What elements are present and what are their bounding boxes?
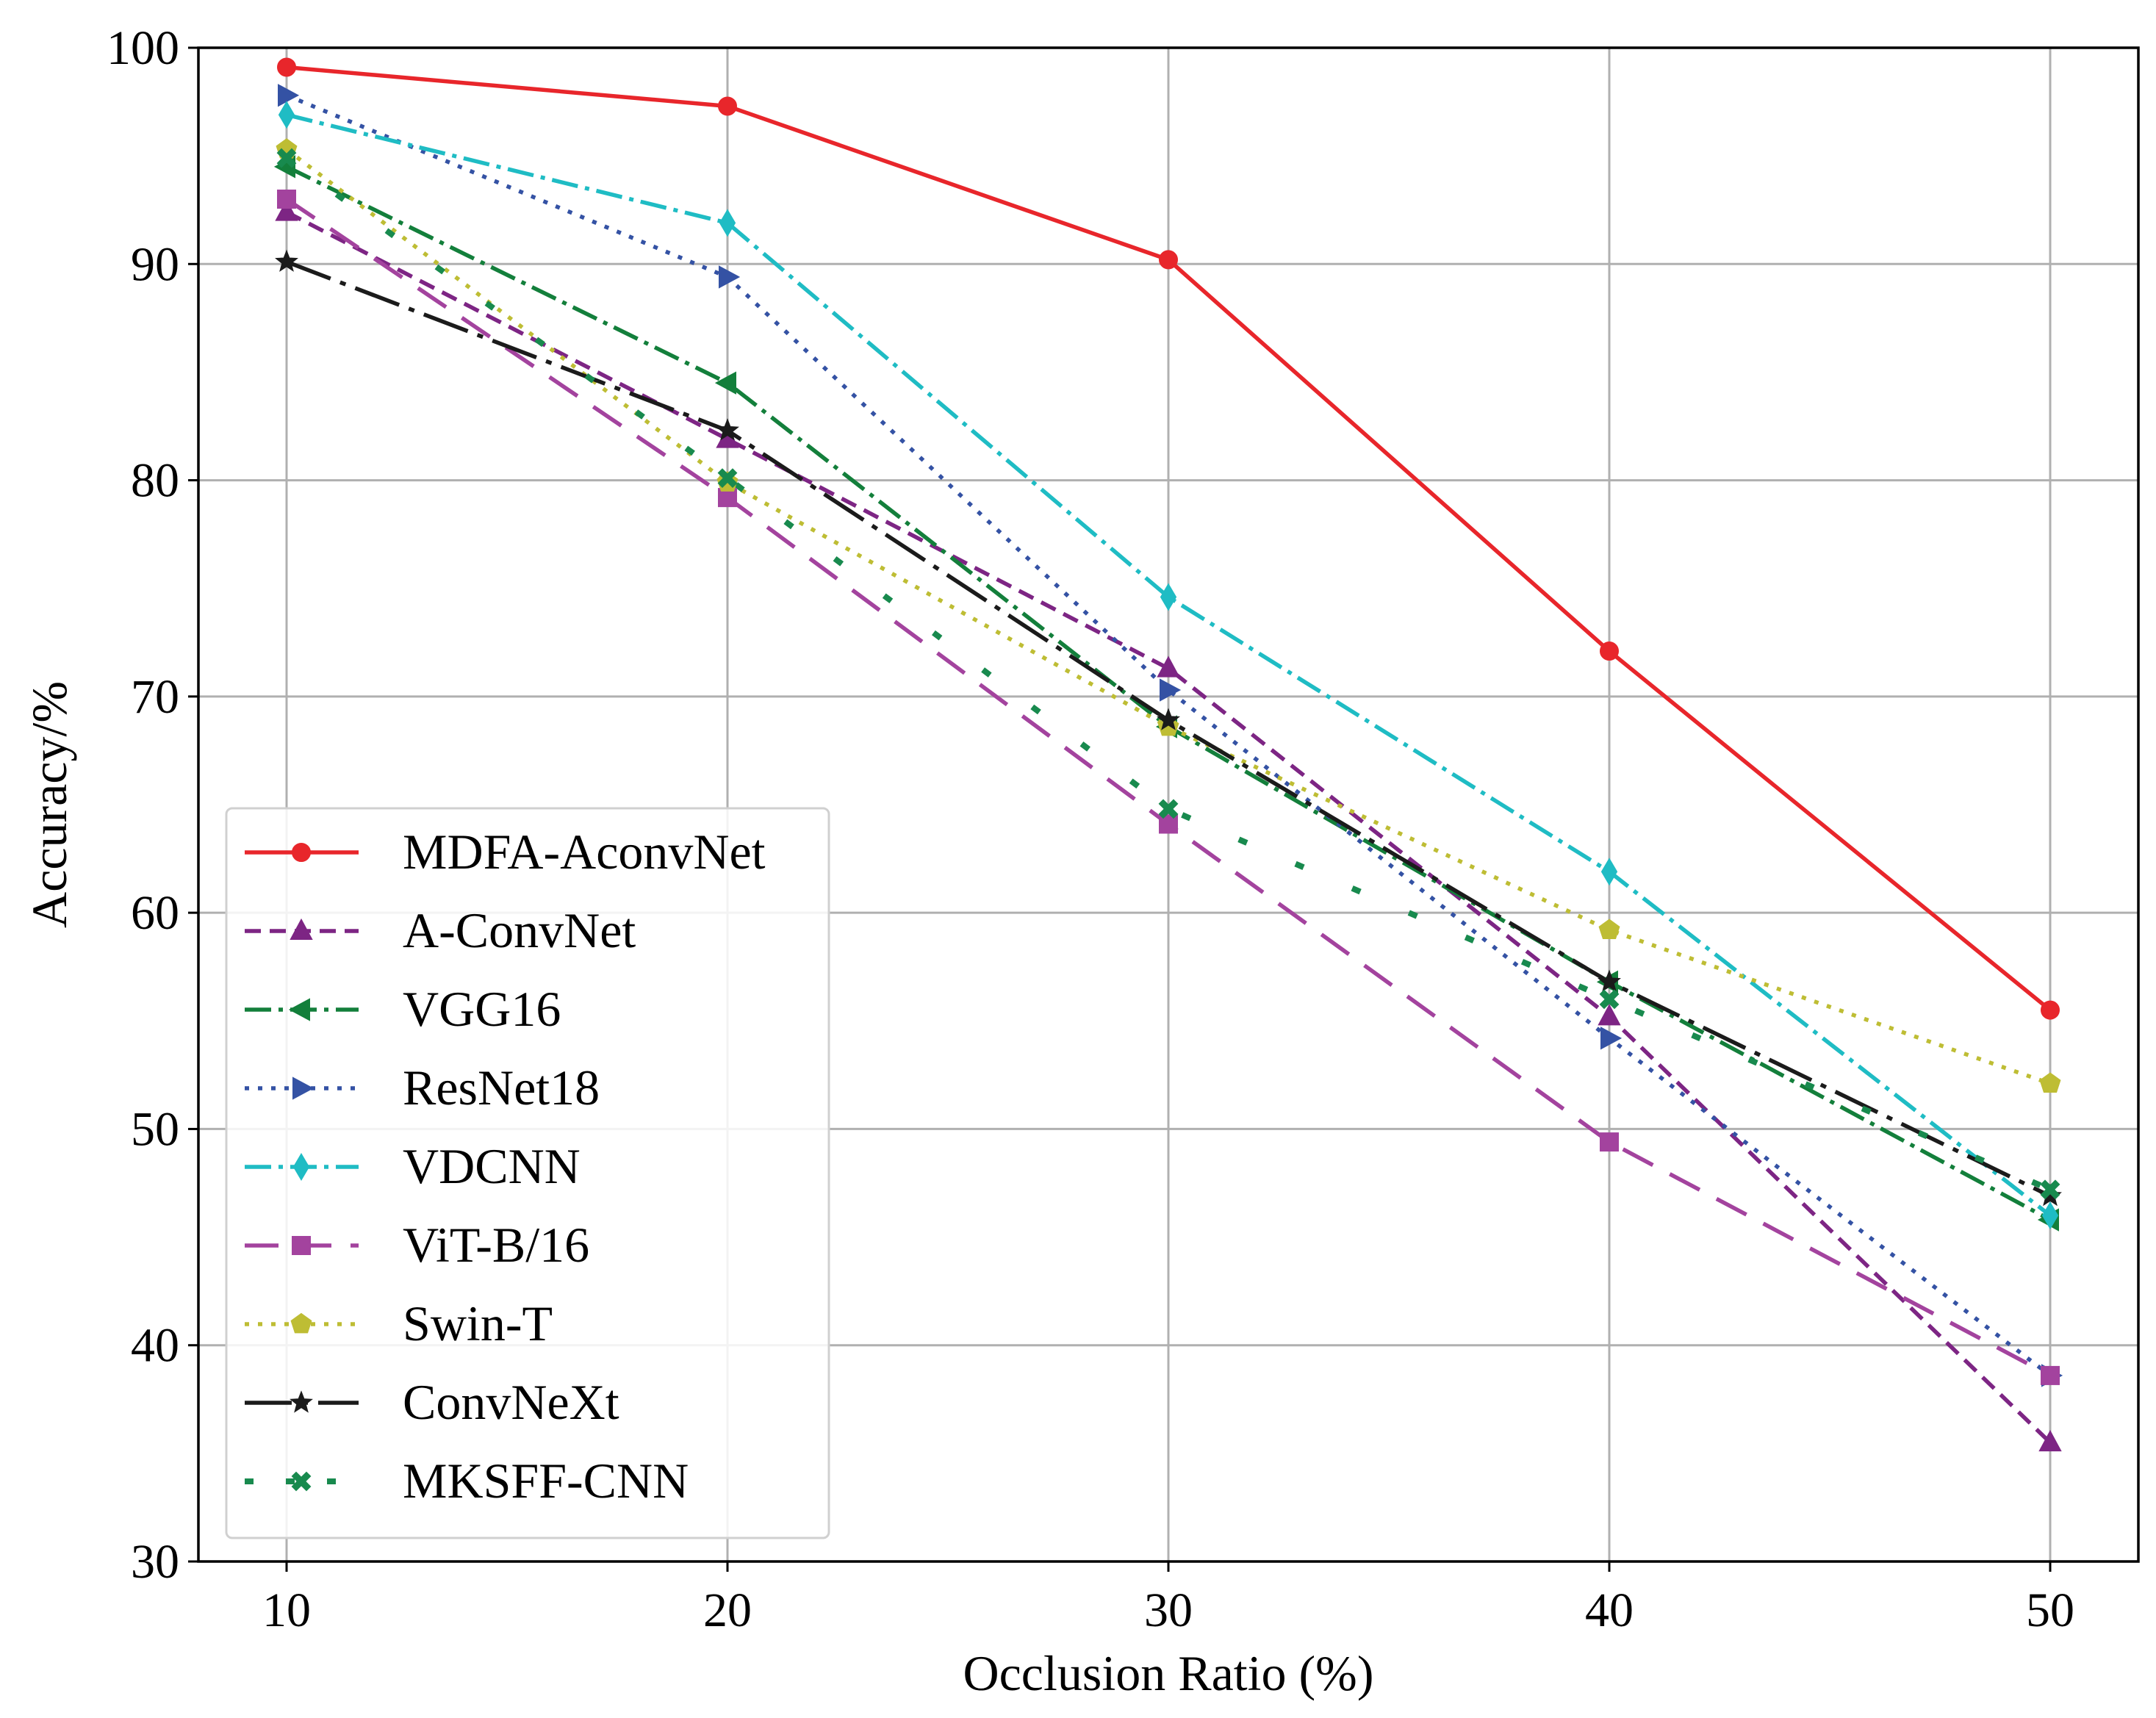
point-mdfa-aconvnet-40 xyxy=(1600,641,1619,661)
y-axis-label: Accuracy/% xyxy=(21,681,77,928)
point-vit-b-16-40 xyxy=(1600,1132,1619,1152)
point-vdcnn-20 xyxy=(719,209,736,237)
x-axis-ticks: 10 20 30 40 50 xyxy=(262,1561,2074,1637)
legend-label-vdcnn: VDCNN xyxy=(403,1138,581,1194)
legend-label-mdfa-aconvnet: MDFA-AconvNet xyxy=(403,824,766,880)
legend-marker-resnet18 xyxy=(292,1077,315,1100)
point-vdcnn-40 xyxy=(1600,858,1618,886)
point-mdfa-aconvnet-30 xyxy=(1159,250,1178,270)
y-tick-label-70: 70 xyxy=(131,670,179,724)
series-markers xyxy=(273,57,2063,1452)
y-tick-label-40: 40 xyxy=(131,1319,179,1373)
x-tick-label-20: 20 xyxy=(703,1584,752,1637)
legend-marker-mdfa-aconvnet xyxy=(292,843,311,862)
legend-marker-swin-t xyxy=(290,1312,312,1334)
point-resnet18-20 xyxy=(719,265,741,289)
point-mksff-cnn-50 xyxy=(2040,1179,2060,1200)
point-a-convnet-10 xyxy=(275,199,298,221)
y-tick-label-50: 50 xyxy=(131,1102,179,1156)
legend-marker-convnext xyxy=(290,1390,313,1413)
point-mksff-cnn-20 xyxy=(717,468,738,489)
legend-marker-a-convnet xyxy=(290,918,313,940)
point-convnext-30 xyxy=(1157,708,1180,730)
point-vit-b-16-50 xyxy=(2041,1365,2060,1385)
legend-label-convnext: ConvNeXt xyxy=(403,1374,619,1430)
point-mksff-cnn-10 xyxy=(276,148,297,168)
point-resnet18-30 xyxy=(1160,678,1182,702)
x-tick-label-40: 40 xyxy=(1585,1584,1634,1637)
legend-marker-vdcnn xyxy=(292,1153,310,1181)
y-tick-label-30: 30 xyxy=(131,1535,179,1589)
x-tick-label-50: 50 xyxy=(2026,1584,2074,1637)
y-tick-label-60: 60 xyxy=(131,886,179,940)
legend-label-vgg16: VGG16 xyxy=(403,981,561,1037)
legend-label-a-convnet: A-ConvNet xyxy=(403,902,636,958)
legend-box xyxy=(225,807,830,1539)
y-tick-label-90: 90 xyxy=(131,237,179,291)
x-tick-label-10: 10 xyxy=(262,1584,311,1637)
point-a-convnet-40 xyxy=(1598,1004,1621,1026)
point-swin-t-50 xyxy=(2039,1072,2061,1093)
point-mdfa-aconvnet-50 xyxy=(2041,1000,2060,1020)
point-a-convnet-50 xyxy=(2038,1430,2062,1452)
point-mdfa-aconvnet-20 xyxy=(718,96,737,116)
point-vit-b-16-30 xyxy=(1159,814,1178,834)
point-mksff-cnn-40 xyxy=(1599,989,1620,1010)
point-convnext-20 xyxy=(716,418,739,441)
series-line-a-convnet xyxy=(285,210,2052,1445)
point-mdfa-aconvnet-10 xyxy=(277,57,296,77)
legend-label-vit-b-16: ViT-B/16 xyxy=(403,1217,589,1273)
point-a-convnet-30 xyxy=(1157,655,1180,678)
point-resnet18-40 xyxy=(1600,1027,1623,1050)
legend-marker-vit-b-16 xyxy=(292,1236,311,1255)
point-convnext-40 xyxy=(1598,969,1621,992)
point-vit-b-16-20 xyxy=(718,488,737,508)
series-line-mksff-cnn xyxy=(284,155,2052,1193)
point-swin-t-40 xyxy=(1598,919,1620,940)
point-vgg16-20 xyxy=(714,371,736,395)
point-vdcnn-10 xyxy=(278,101,295,129)
series-line-resnet18 xyxy=(285,93,2052,1378)
legend-label-mksff-cnn: MKSFF-CNN xyxy=(403,1453,689,1509)
y-axis-ticks: 30 40 50 60 70 80 90 100 xyxy=(107,21,198,1589)
point-mksff-cnn-30 xyxy=(1158,799,1179,819)
legend-marker-mksff-cnn xyxy=(291,1471,312,1492)
legend-marker-vgg16 xyxy=(288,998,310,1021)
point-convnext-10 xyxy=(275,249,298,272)
x-tick-label-30: 30 xyxy=(1144,1584,1193,1637)
point-vdcnn-30 xyxy=(1160,583,1177,611)
series-line-vdcnn xyxy=(286,112,2052,1218)
legend-label-resnet18: ResNet18 xyxy=(403,1060,600,1115)
legend-label-swin-t: Swin-T xyxy=(403,1295,553,1351)
legend: MDFA-AconvNet A-ConvNet VGG16 ResNet18 VDCNN… xyxy=(225,807,830,1539)
x-axis-label: Occlusion Ratio (%) xyxy=(963,1645,1374,1701)
point-vdcnn-50 xyxy=(2041,1201,2059,1230)
y-tick-label-80: 80 xyxy=(131,454,179,508)
point-vit-b-16-10 xyxy=(277,190,296,209)
point-resnet18-10 xyxy=(278,84,300,107)
y-tick-label-100: 100 xyxy=(107,21,179,75)
